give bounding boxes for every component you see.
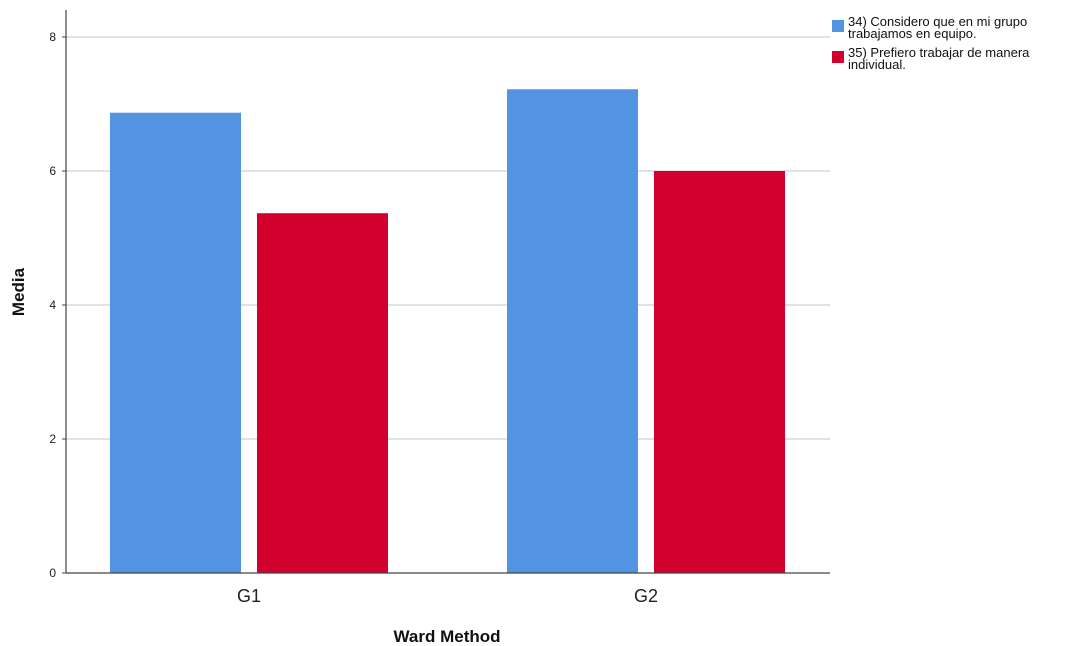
legend-swatch (832, 51, 844, 63)
y-tick-label: 2 (49, 432, 56, 446)
axes (62, 10, 830, 574)
legend: 34) Considero que en mi grupo trabajamos… (832, 14, 1090, 78)
bar (507, 89, 638, 573)
y-tick-label: 4 (49, 298, 56, 312)
y-tick-label: 6 (49, 164, 56, 178)
y-tick-label: 0 (49, 566, 56, 580)
legend-swatch (832, 20, 844, 32)
bar (110, 112, 241, 574)
tick-labels: 0 2 4 6 8 G1 G2 (49, 30, 658, 606)
x-tick-label: G2 (634, 586, 658, 606)
x-axis-title: Ward Method (393, 627, 500, 646)
x-tick-label: G1 (237, 586, 261, 606)
legend-item: 35) Prefiero trabajar de manera individu… (832, 45, 1090, 72)
y-axis-title: Media (9, 267, 28, 316)
legend-label: 34) Considero que en mi grupo trabajamos… (848, 14, 1028, 41)
bar (654, 171, 785, 573)
y-tick-label: 8 (49, 30, 56, 44)
legend-item: 34) Considero que en mi grupo trabajamos… (832, 14, 1090, 41)
legend-label: 35) Prefiero trabajar de manera individu… (848, 45, 1030, 72)
bar (257, 213, 388, 573)
bars (110, 89, 785, 574)
